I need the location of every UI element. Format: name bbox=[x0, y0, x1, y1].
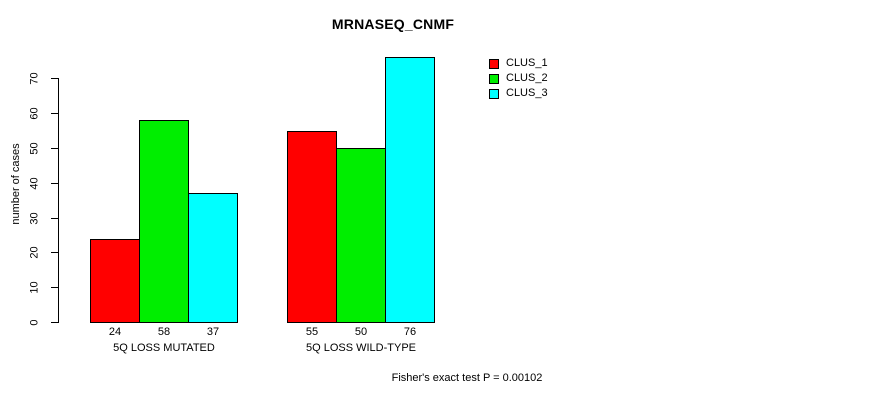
legend-label-clus3: CLUS_3 bbox=[506, 87, 548, 99]
bar-mutated-clus1 bbox=[90, 239, 140, 323]
bar-mutated-clus3 bbox=[188, 193, 238, 323]
legend-swatch-clus2-icon bbox=[489, 74, 499, 84]
group-label-wildtype: 5Q LOSS WILD-TYPE bbox=[305, 342, 417, 354]
y-axis-tick-label-40: 40 bbox=[28, 177, 41, 190]
y-axis-tick-label-50: 50 bbox=[28, 142, 41, 155]
y-axis-tick-label-60: 60 bbox=[28, 107, 41, 120]
y-axis-tick-label-10: 10 bbox=[28, 281, 41, 294]
y-axis-tick-40 bbox=[51, 183, 58, 184]
bar-mutated-clus2 bbox=[139, 120, 189, 323]
y-axis-title: number of cases bbox=[10, 143, 22, 225]
y-axis-tick-70 bbox=[51, 78, 58, 79]
bar-value-label-mutated-clus3: 37 bbox=[206, 326, 220, 338]
bar-wildtype-clus2 bbox=[336, 148, 386, 323]
y-axis-tick-label-20: 20 bbox=[28, 246, 41, 259]
y-axis-tick-20 bbox=[51, 252, 58, 253]
y-axis-tick-label-30: 30 bbox=[28, 212, 41, 225]
group-label-mutated: 5Q LOSS MUTATED bbox=[113, 342, 215, 354]
y-axis-tick-10 bbox=[51, 287, 58, 288]
legend-swatch-clus3-icon bbox=[489, 89, 499, 99]
bar-value-label-wildtype-clus1: 55 bbox=[305, 326, 319, 338]
bar-value-label-wildtype-clus2: 50 bbox=[354, 326, 368, 338]
y-axis-tick-60 bbox=[51, 113, 58, 114]
bar-value-label-mutated-clus2: 58 bbox=[157, 326, 171, 338]
bar-wildtype-clus1 bbox=[287, 131, 337, 323]
y-axis-tick-0 bbox=[51, 322, 58, 323]
legend-swatch-clus1-icon bbox=[489, 59, 499, 69]
chart-title: MRNASEQ_CNMF bbox=[331, 16, 455, 32]
y-axis-tick-label-70: 70 bbox=[28, 72, 41, 85]
y-axis-line bbox=[58, 78, 59, 323]
statistical-test-annotation: Fisher's exact test P = 0.00102 bbox=[391, 372, 543, 384]
y-axis-tick-label-0: 0 bbox=[28, 319, 41, 326]
legend-label-clus2: CLUS_2 bbox=[506, 72, 548, 84]
y-axis-tick-50 bbox=[51, 148, 58, 149]
y-axis-tick-30 bbox=[51, 218, 58, 219]
bar-value-label-wildtype-clus3: 76 bbox=[403, 326, 417, 338]
legend-label-clus1: CLUS_1 bbox=[506, 57, 548, 69]
bar-value-label-mutated-clus1: 24 bbox=[108, 326, 122, 338]
bar-wildtype-clus3 bbox=[385, 57, 435, 323]
